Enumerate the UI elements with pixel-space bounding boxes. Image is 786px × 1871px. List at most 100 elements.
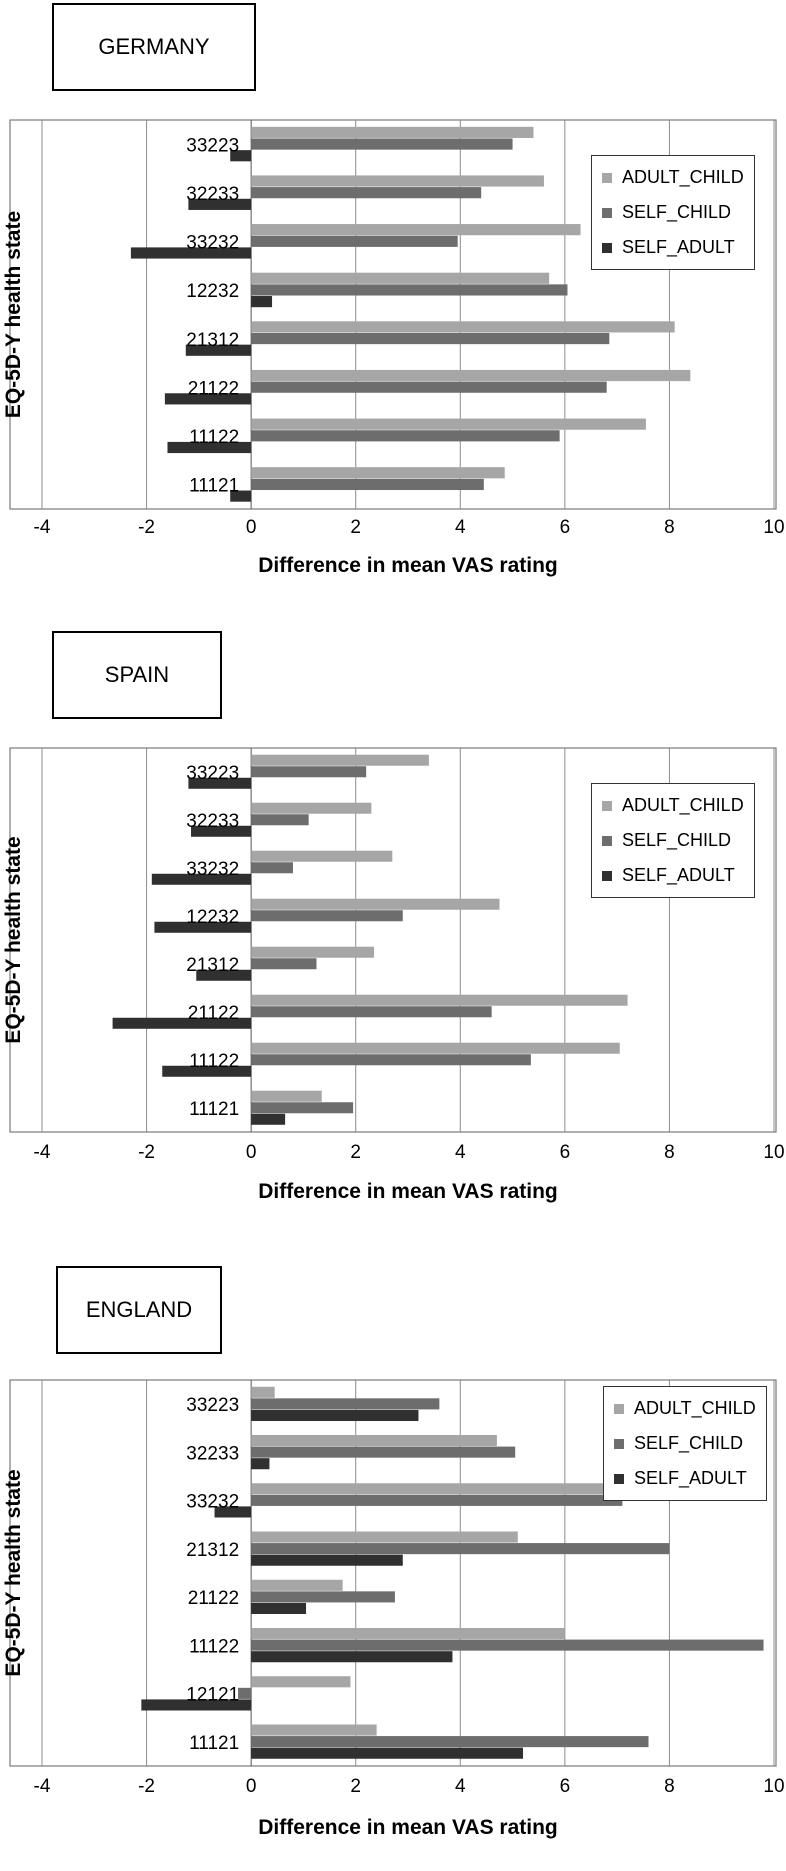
bar-self-adult bbox=[188, 198, 252, 210]
country-title-box: GERMANY bbox=[52, 3, 256, 91]
bar-self-child bbox=[251, 1543, 670, 1555]
legend-label: SELF_CHILD bbox=[622, 202, 732, 222]
category-label: 11122 bbox=[189, 1636, 239, 1657]
bar-adult-child bbox=[251, 175, 544, 187]
x-tick-label: 4 bbox=[455, 1776, 466, 1797]
legend-swatch bbox=[602, 242, 612, 253]
legend-item-self-adult: SELF_ADULT bbox=[614, 1461, 756, 1496]
x-tick-label: -2 bbox=[138, 517, 155, 538]
bar-self-adult bbox=[196, 969, 252, 981]
plot-frame bbox=[9, 747, 777, 1133]
legend-label: SELF_ADULT bbox=[622, 865, 735, 885]
category-label: 21312 bbox=[186, 955, 239, 976]
category-label: 12232 bbox=[186, 281, 239, 302]
bar-self-child bbox=[251, 1736, 649, 1748]
category-label: 21122 bbox=[188, 1003, 239, 1024]
plot-frame bbox=[9, 1379, 777, 1767]
x-tick-label: 2 bbox=[350, 1142, 361, 1163]
category-label: 21122 bbox=[188, 1588, 239, 1609]
x-tick-label: 10 bbox=[763, 1142, 784, 1163]
bar-adult-child bbox=[251, 1724, 377, 1736]
category-label: 11121 bbox=[189, 1733, 239, 1754]
legend: ADULT_CHILD SELF_CHILD SELF_ADULT bbox=[603, 1386, 767, 1501]
x-tick-label: 0 bbox=[246, 1776, 257, 1797]
legend-item-self-adult: SELF_ADULT bbox=[602, 230, 744, 265]
x-tick-label: 4 bbox=[455, 1142, 466, 1163]
category-label: 32233 bbox=[186, 1443, 239, 1464]
y-axis-label: EQ-5D-Y health state bbox=[2, 836, 25, 1043]
category-label: 33232 bbox=[186, 1492, 239, 1513]
x-tick-label: -4 bbox=[34, 1142, 51, 1163]
legend-item-self-child: SELF_CHILD bbox=[602, 823, 744, 858]
bar-self-adult bbox=[162, 1065, 252, 1077]
x-tick-label: 8 bbox=[664, 1776, 675, 1797]
category-label: 33232 bbox=[186, 233, 239, 254]
bar-adult-child bbox=[251, 418, 646, 430]
chart-panel-england: -4 -2 0 2 4 6 8 10 33223 32233 33232 21312 21122 1112… bbox=[0, 1256, 786, 1871]
category-label: 33223 bbox=[186, 135, 239, 156]
bar-self-adult bbox=[214, 1506, 252, 1518]
legend-swatch bbox=[602, 207, 612, 218]
bar-self-adult bbox=[167, 441, 252, 454]
legend-label: SELF_ADULT bbox=[622, 237, 735, 257]
x-tick-label: 0 bbox=[246, 1142, 257, 1163]
bar-self-adult bbox=[151, 873, 252, 885]
bar-self-adult bbox=[130, 247, 252, 259]
legend-swatch bbox=[614, 1438, 624, 1449]
bar-self-adult bbox=[112, 1017, 252, 1029]
bar-self-adult bbox=[251, 1409, 419, 1421]
bar-self-child bbox=[251, 284, 568, 296]
legend-swatch bbox=[602, 835, 612, 846]
x-tick-label: -2 bbox=[138, 1776, 155, 1797]
x-tick-label: 4 bbox=[455, 517, 466, 538]
bar-self-child bbox=[251, 1102, 354, 1114]
legend: ADULT_CHILD SELF_CHILD SELF_ADULT bbox=[591, 783, 755, 898]
category-label: 11122 bbox=[189, 1051, 239, 1072]
category-label: 21122 bbox=[188, 378, 239, 399]
chart-svg: -4 -2 0 2 4 6 8 10 33223 32233 33232 12232 21312 2112… bbox=[2, 747, 785, 1203]
bar-self-child bbox=[251, 862, 293, 874]
bar-adult-child bbox=[251, 321, 675, 333]
y-axis-label: EQ-5D-Y health state bbox=[2, 211, 25, 418]
legend-swatch bbox=[602, 172, 612, 183]
category-label: 12232 bbox=[186, 907, 239, 928]
legend-item-self-adult: SELF_ADULT bbox=[602, 858, 744, 893]
bar-self-adult bbox=[251, 1554, 403, 1566]
legend-swatch bbox=[614, 1473, 624, 1484]
bar-adult-child bbox=[251, 946, 375, 958]
bar-self-child bbox=[251, 1398, 440, 1410]
legend-label: SELF_CHILD bbox=[622, 830, 732, 850]
chart-svg: -4 -2 0 2 4 6 8 10 33223 32233 33232 12232 21312 2112… bbox=[2, 119, 785, 577]
bar-self-child bbox=[251, 1446, 516, 1458]
category-label: 32233 bbox=[186, 811, 239, 832]
legend-label: SELF_ADULT bbox=[634, 1468, 747, 1488]
bar-self-adult bbox=[251, 296, 273, 308]
bar-self-adult bbox=[230, 490, 252, 502]
category-label: 11121 bbox=[189, 1099, 239, 1120]
bar-self-adult bbox=[230, 150, 252, 162]
bar-self-child bbox=[251, 332, 610, 345]
x-tick-label: -2 bbox=[138, 1142, 155, 1163]
legend-item-adult-child: ADULT_CHILD bbox=[602, 788, 744, 823]
bar-self-child bbox=[251, 1054, 531, 1066]
category-label: 12121 bbox=[186, 1685, 239, 1706]
bar-self-child bbox=[251, 1006, 492, 1018]
bar-adult-child bbox=[251, 1531, 518, 1543]
country-title-box: SPAIN bbox=[52, 631, 222, 719]
x-tick-label: 10 bbox=[763, 517, 784, 538]
bar-adult-child bbox=[251, 994, 628, 1006]
bar-self-adult bbox=[251, 1113, 286, 1125]
bar-adult-child bbox=[251, 467, 505, 479]
bar-adult-child bbox=[251, 754, 429, 766]
legend-swatch bbox=[602, 870, 612, 881]
country-title: SPAIN bbox=[104, 662, 170, 687]
x-tick-label: 8 bbox=[664, 517, 675, 538]
category-label: 32233 bbox=[186, 184, 239, 205]
bar-self-child bbox=[251, 766, 367, 778]
legend-label: SELF_CHILD bbox=[634, 1433, 744, 1453]
category-label: 11122 bbox=[189, 427, 239, 448]
legend-item-self-child: SELF_CHILD bbox=[614, 1426, 756, 1461]
bar-adult-child bbox=[251, 1435, 497, 1447]
bar-self-child bbox=[251, 138, 513, 150]
bar-adult-child bbox=[251, 272, 550, 284]
